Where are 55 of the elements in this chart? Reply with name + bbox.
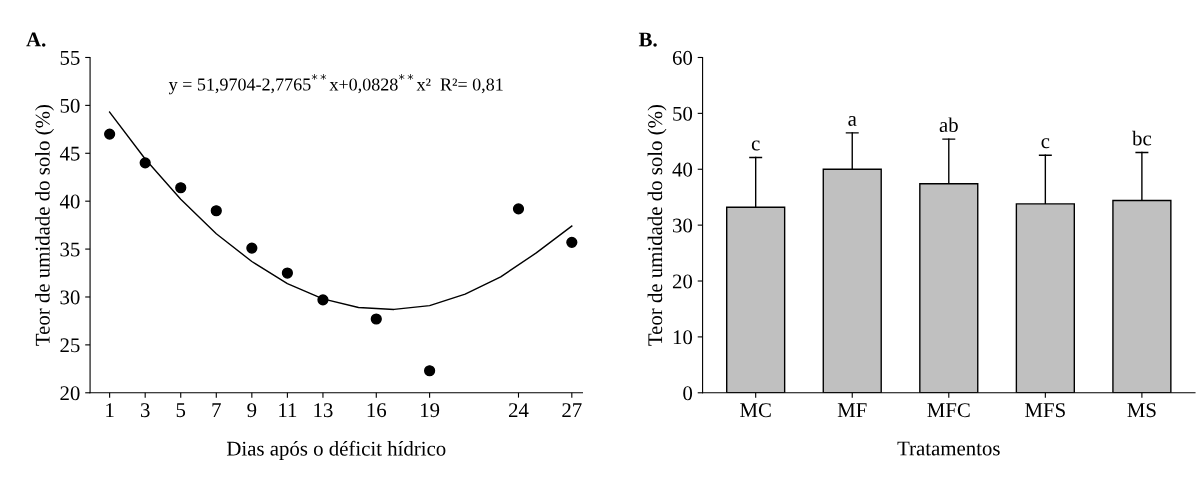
y-tick-label: 10: [673, 330, 693, 345]
annotation: y = 51,9704-2,7765$^{**}$x+0,0828$^{**}$x² R²= 0,81: [168, 74, 503, 95]
chart-title: B.: [638, 32, 657, 47]
x-tick-label: 16: [367, 403, 387, 418]
y-tick-label: 50: [60, 98, 80, 113]
y-tick-label: 40: [672, 162, 693, 177]
y-tick-label: 45: [59, 146, 80, 161]
annotation: a: [848, 115, 857, 126]
annotation: c: [751, 140, 760, 151]
y-tick-label: 55: [60, 51, 80, 65]
point: [281, 267, 293, 279]
annotation: ab: [939, 117, 958, 133]
y-axis-title: Teor de umidade do solo (%): [35, 104, 54, 346]
x-tick-label: 9: [247, 403, 257, 418]
point: [104, 128, 116, 140]
point: [317, 294, 329, 306]
x-tick-label: 24: [508, 403, 529, 417]
y-tick-label: 30: [60, 290, 80, 305]
y-tick-label: 20: [60, 386, 80, 401]
chart-title: A.: [26, 32, 46, 47]
x-axis-title: Dias após o déficit hídrico: [226, 440, 446, 460]
x-tick-label: 1: [106, 403, 114, 417]
x-tick-label: 7: [212, 403, 221, 417]
x-tick-label: MS: [1127, 403, 1156, 418]
point: [139, 157, 151, 169]
y-axis-title: Teor de umidade do solo (%): [647, 104, 667, 346]
y-tick-label: 0: [683, 386, 693, 401]
y-tick-label: 40: [59, 194, 80, 209]
x-tick-label: MF: [837, 403, 867, 417]
point: [246, 242, 258, 254]
point: [210, 205, 222, 217]
point: [424, 365, 436, 377]
annotation: bc: [1132, 130, 1152, 146]
x-tick-label: 5: [176, 403, 186, 418]
point: [175, 182, 187, 194]
x-tick-label: MFC: [927, 403, 970, 418]
y-tick-label: 60: [672, 50, 693, 65]
x-tick-label: 27: [562, 403, 582, 417]
y-tick-label: 20: [672, 274, 693, 289]
x-tick-label: 11: [279, 403, 297, 417]
x-tick-label: MFS: [1025, 403, 1065, 418]
y-tick-label: 30: [673, 218, 693, 233]
y-tick-label: 25: [60, 338, 80, 353]
annotation: c: [1041, 138, 1050, 149]
point: [370, 313, 382, 325]
y-tick-label: 50: [673, 106, 693, 121]
x-tick-label: 13: [314, 403, 333, 418]
point: [512, 203, 525, 215]
x-tick-label: MC: [740, 403, 771, 418]
y-tick-label: 35: [60, 242, 80, 257]
x-axis-title: Tratamentos: [897, 441, 1000, 456]
point: [566, 236, 578, 248]
x-tick-label: 19: [421, 403, 440, 418]
line-series: [108, 111, 573, 311]
x-tick-label: 3: [140, 403, 150, 418]
